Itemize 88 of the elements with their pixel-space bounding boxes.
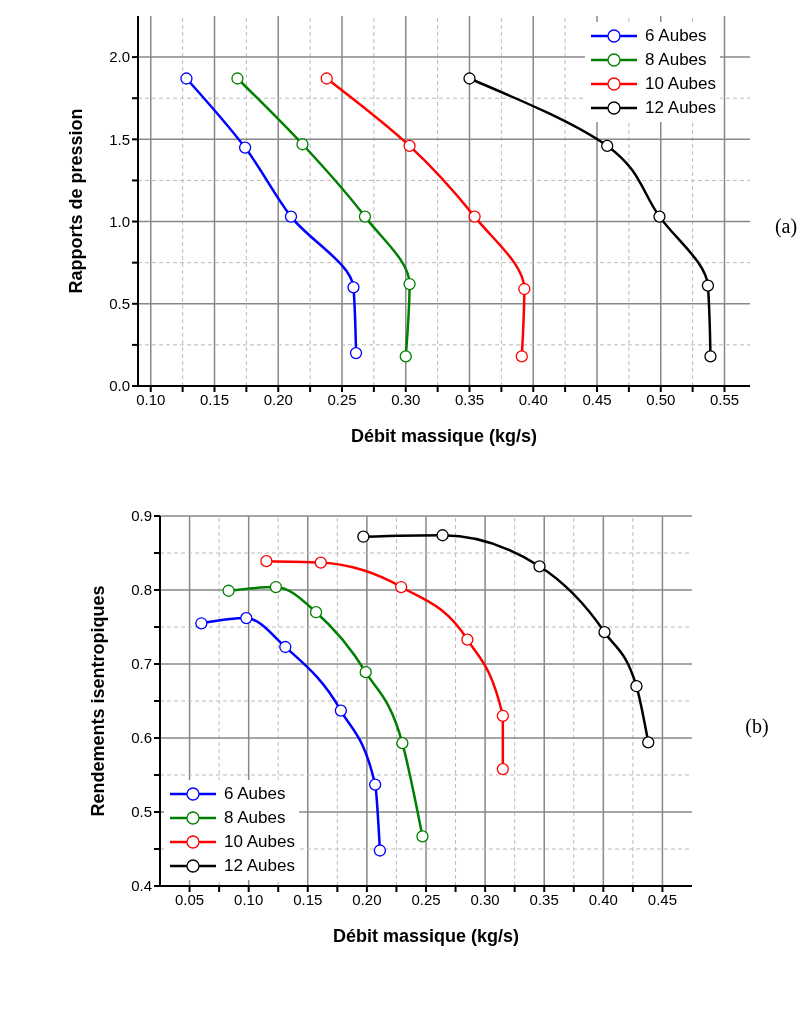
point — [284, 210, 298, 223]
point — [701, 279, 715, 292]
x-tick-label: 0.30 — [391, 390, 421, 408]
x-tick-label: 0.25 — [327, 390, 357, 408]
x-tick-label: 0.40 — [518, 390, 548, 408]
point — [222, 584, 235, 597]
point — [359, 665, 372, 679]
point — [373, 844, 387, 857]
point — [601, 139, 614, 153]
point — [396, 737, 409, 750]
legend-label: 8 Aubes — [645, 50, 707, 70]
point — [496, 709, 509, 722]
y-tick-label: 0.8 — [131, 581, 152, 599]
x-tick-label: 0.45 — [647, 890, 678, 908]
y-axis-title: Rendements isentropiques — [88, 585, 109, 817]
x-tick-label: 0.05 — [174, 890, 205, 908]
point — [653, 210, 666, 223]
x-tick-label: 0.20 — [352, 890, 382, 908]
point — [358, 210, 372, 223]
point — [403, 277, 416, 291]
point — [436, 529, 449, 542]
point — [369, 778, 382, 791]
point — [349, 346, 363, 360]
point — [180, 72, 193, 85]
point — [515, 350, 528, 363]
legend-label: 10 Aubes — [224, 832, 295, 852]
y-tick-label: 0.5 — [109, 295, 130, 313]
x-tick-label: 0.10 — [234, 890, 264, 908]
legend-label: 12 Aubes — [645, 98, 716, 118]
x-tick-label: 0.15 — [199, 390, 230, 408]
point — [642, 736, 655, 749]
point — [463, 72, 476, 85]
point — [630, 680, 643, 693]
y-tick-label: 2.0 — [109, 48, 130, 66]
point — [320, 72, 333, 85]
point — [461, 633, 474, 646]
point — [334, 704, 348, 717]
x-tick-label: 0.35 — [529, 890, 559, 908]
point — [260, 554, 273, 568]
x-tick-label: 0.20 — [263, 390, 293, 408]
y-tick-label: 0.6 — [131, 729, 152, 747]
point — [240, 611, 253, 625]
x-axis-title: Débit massique (kg/s) — [332, 926, 520, 946]
y-tick-label: 1.0 — [109, 212, 130, 230]
point — [357, 530, 370, 543]
point — [416, 830, 429, 843]
point — [403, 139, 416, 153]
y-tick-label: 0.4 — [131, 877, 152, 895]
x-tick-label: 0.45 — [582, 390, 612, 408]
y-tick-label: 1.5 — [109, 130, 130, 148]
x-tick-label: 0.50 — [646, 390, 676, 408]
point — [395, 580, 408, 594]
point — [598, 626, 611, 639]
x-tick-label: 0.30 — [470, 890, 500, 908]
point — [195, 617, 208, 630]
point — [309, 606, 323, 619]
x-axis-title: Débit massique (kg/s) — [350, 426, 538, 446]
point — [347, 281, 360, 294]
legend-label: 6 Aubes — [224, 784, 286, 804]
point — [704, 350, 717, 363]
x-tick-label: 0.40 — [588, 890, 618, 908]
x-tick-label: 0.10 — [136, 390, 166, 408]
x-tick-label: 0.15 — [293, 890, 323, 908]
point — [279, 640, 292, 654]
legend-label: 12 Aubes — [224, 856, 295, 876]
legend-label: 8 Aubes — [224, 808, 286, 828]
y-tick-label: 0.7 — [131, 655, 152, 673]
point — [399, 350, 412, 363]
y-tick-label: 0.5 — [131, 803, 152, 821]
point — [468, 210, 481, 223]
point — [296, 138, 309, 151]
x-tick-label: 0.55 — [709, 390, 740, 408]
point — [231, 72, 244, 85]
text: (b) — [744, 715, 770, 738]
y-tick-label: 0.9 — [131, 507, 152, 525]
x-tick-label: 0.35 — [454, 390, 485, 408]
point — [496, 762, 509, 776]
legend-label: 10 Aubes — [645, 74, 716, 94]
point — [533, 560, 546, 573]
y-tick-label: 0.0 — [109, 377, 130, 395]
y-axis-title: Rapports de pression — [66, 108, 87, 294]
text: (a) — [773, 215, 799, 238]
point — [238, 141, 252, 154]
legend-label: 6 Aubes — [645, 26, 707, 46]
x-tick-label: 0.25 — [411, 890, 441, 908]
point — [269, 580, 283, 594]
point — [518, 282, 531, 296]
point — [314, 556, 327, 569]
